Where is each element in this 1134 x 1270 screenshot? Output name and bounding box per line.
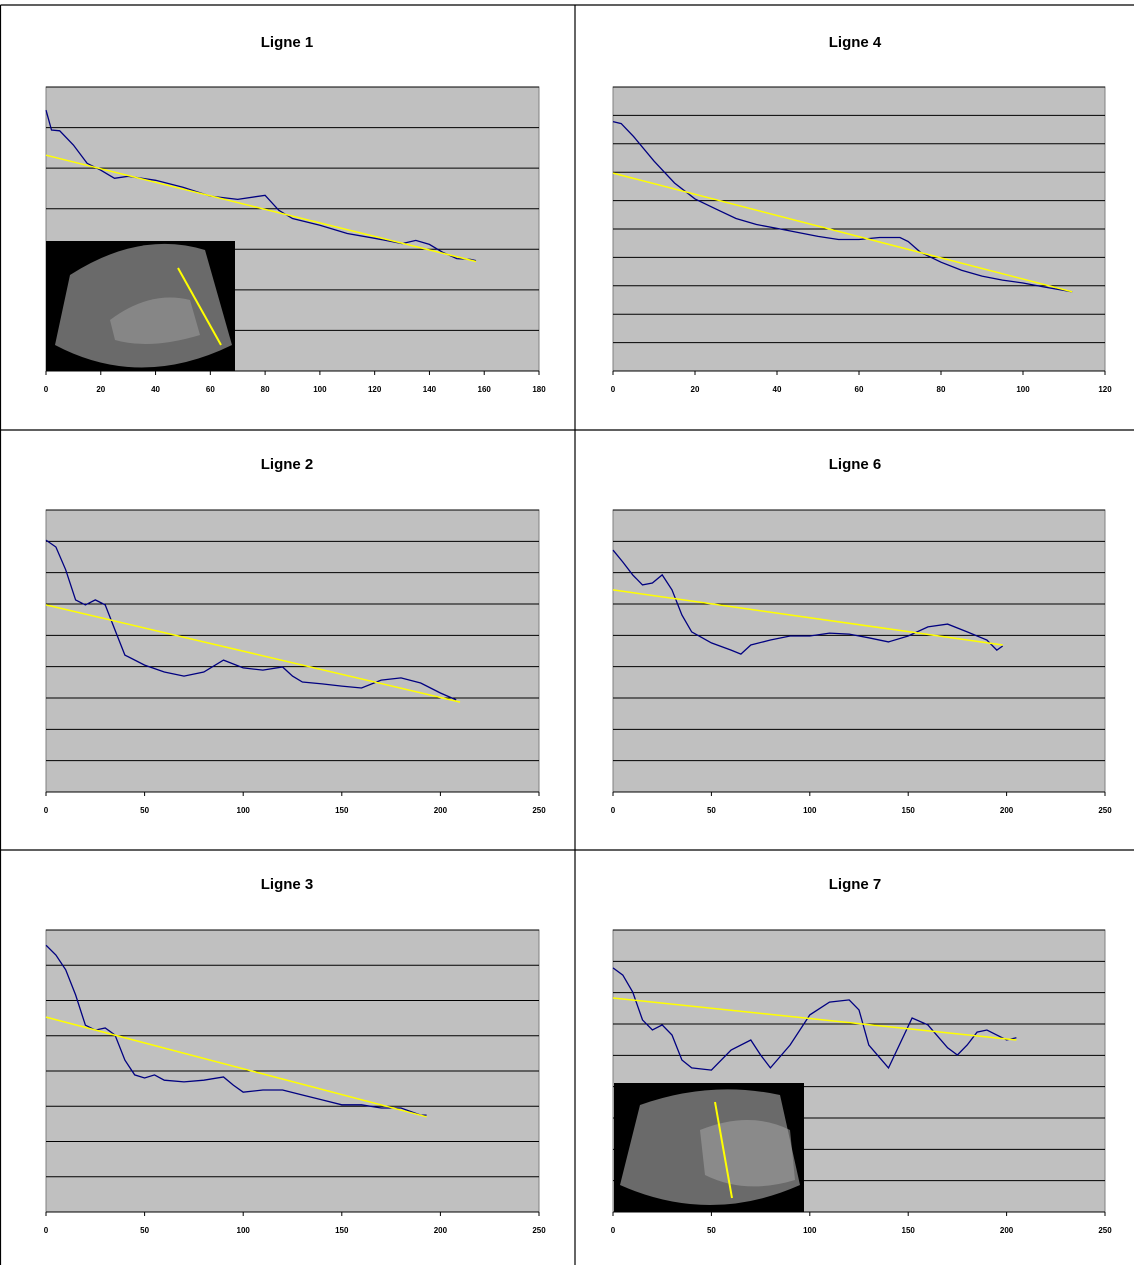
x-tick-label: 100 (313, 385, 327, 394)
x-tick-label: 150 (902, 1226, 916, 1235)
x-tick-label: 100 (1016, 385, 1030, 394)
x-tick-label: 160 (478, 385, 492, 394)
chart-title: Ligne 2 (261, 456, 314, 473)
data-line (612, 549, 1004, 655)
inset-line (714, 1101, 733, 1199)
chart-title: Ligne 3 (261, 876, 314, 893)
data-line (612, 967, 1017, 1071)
x-tick-label: 60 (855, 385, 864, 394)
x-tick-label: 200 (434, 1226, 448, 1235)
x-tick-label: 150 (902, 806, 916, 815)
x-tick-label: 20 (691, 385, 700, 394)
x-tick-label: 150 (335, 806, 349, 815)
data-line (45, 604, 461, 703)
x-tick-label: 40 (151, 385, 160, 394)
x-tick-label: 150 (335, 1226, 349, 1235)
data-line (612, 120, 1073, 293)
ultrasound-inset (614, 1083, 804, 1212)
x-tick-label: 50 (140, 1226, 149, 1235)
x-tick-label: 0 (611, 1226, 616, 1235)
x-tick-label: 250 (532, 1226, 546, 1235)
data-line (45, 154, 477, 263)
inset-tissue (110, 297, 200, 344)
chart: Ligne 3 0 50 100 150 200 250 (44, 876, 546, 1235)
x-tick-label: 80 (261, 385, 270, 394)
x-tick-label: 140 (423, 385, 437, 394)
x-tick-label: 200 (434, 806, 448, 815)
x-tick-label: 50 (140, 806, 149, 815)
inset-line (177, 267, 222, 346)
data-line (612, 589, 1003, 646)
data-line (612, 997, 1017, 1041)
x-tick-label: 0 (44, 1226, 49, 1235)
chart: Ligne 4 0 20 40 60 80 100 120 (611, 34, 1112, 394)
chart-title: Ligne 7 (829, 876, 882, 893)
chart-title: Ligne 6 (829, 456, 882, 473)
x-tick-label: 100 (803, 1226, 817, 1235)
chart-title: Ligne 1 (261, 34, 314, 51)
x-tick-label: 50 (707, 1226, 716, 1235)
x-tick-label: 0 (44, 806, 49, 815)
chart: Ligne 1 0 20 40 60 80 100 120 140 160 180 (44, 34, 546, 394)
x-tick-label: 20 (96, 385, 105, 394)
inset-tissue (700, 1120, 795, 1187)
x-tick-label: 200 (1000, 1226, 1014, 1235)
plot-area (45, 509, 540, 793)
data-line (45, 1016, 427, 1118)
x-tick-label: 40 (773, 385, 782, 394)
data-line (45, 109, 477, 262)
data-line (45, 944, 427, 1116)
x-tick-label: 100 (803, 806, 817, 815)
x-tick-label: 250 (1098, 1226, 1112, 1235)
x-tick-label: 200 (1000, 806, 1014, 815)
chart: Ligne 6 0 50 100 150 200 250 (611, 456, 1112, 815)
chart: Ligne 2 0 50 100 150 200 250 (44, 456, 546, 815)
x-tick-label: 100 (237, 1226, 251, 1235)
x-tick-label: 100 (237, 806, 251, 815)
x-tick-label: 0 (611, 806, 616, 815)
chart-title: Ligne 4 (829, 34, 882, 51)
x-tick-label: 0 (611, 385, 616, 394)
ultrasound-inset (46, 241, 235, 371)
x-tick-label: 120 (368, 385, 382, 394)
plot-area (612, 509, 1106, 793)
x-tick-label: 60 (206, 385, 215, 394)
x-tick-label: 250 (1098, 806, 1112, 815)
data-line (612, 172, 1073, 293)
x-tick-label: 120 (1098, 385, 1112, 394)
x-tick-label: 0 (44, 385, 49, 394)
cell-borders (0, 4, 1134, 1265)
x-tick-label: 50 (707, 806, 716, 815)
x-tick-label: 80 (937, 385, 946, 394)
x-tick-label: 250 (532, 806, 546, 815)
x-tick-label: 180 (532, 385, 546, 394)
